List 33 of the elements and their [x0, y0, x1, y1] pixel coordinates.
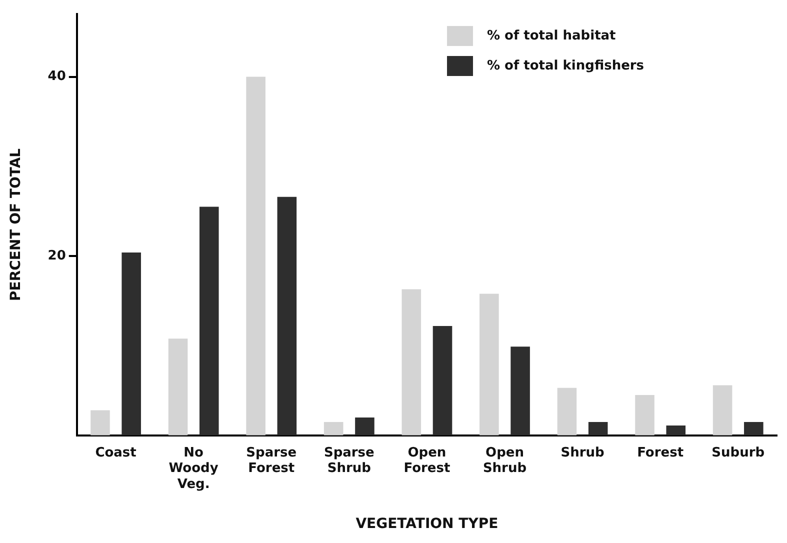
- y-tick-label: 40: [48, 69, 66, 84]
- bar: [432, 326, 452, 436]
- x-tick-label: Suburb: [712, 446, 765, 461]
- bar: [480, 294, 499, 436]
- x-tick-label: Sparse Shrub: [324, 446, 375, 476]
- y-axis-title: PERCENT OF TOTAL: [8, 148, 24, 301]
- bar: [90, 410, 110, 436]
- bar: [277, 196, 297, 436]
- x-tick-label: Open Shrub: [482, 446, 527, 476]
- y-tick-label: 20: [48, 248, 66, 264]
- bar: [355, 417, 374, 436]
- bar: [666, 426, 686, 436]
- x-tick-label: No Woody Veg.: [168, 446, 219, 492]
- bar: [588, 422, 608, 436]
- bar: [635, 395, 654, 436]
- bar: [402, 289, 422, 436]
- bar: [744, 422, 764, 436]
- x-tick-label: Open Forest: [404, 446, 450, 476]
- bar: [246, 76, 266, 436]
- legend-label: % of total habitat: [487, 28, 616, 44]
- x-tick-label: Sparse Forest: [246, 446, 297, 476]
- bar: [557, 388, 577, 436]
- bar: [510, 346, 530, 436]
- x-tick-label: Coast: [95, 446, 136, 461]
- bar: [122, 252, 141, 436]
- x-tick-label: Shrub: [560, 446, 604, 461]
- bar: [324, 422, 344, 436]
- legend-label: % of total kingfishers: [487, 58, 644, 74]
- x-axis-title: VEGETATION TYPE: [356, 516, 498, 532]
- bar: [712, 385, 732, 436]
- x-tick-label: Forest: [637, 446, 684, 461]
- bar: [168, 338, 188, 436]
- bar: [199, 206, 219, 436]
